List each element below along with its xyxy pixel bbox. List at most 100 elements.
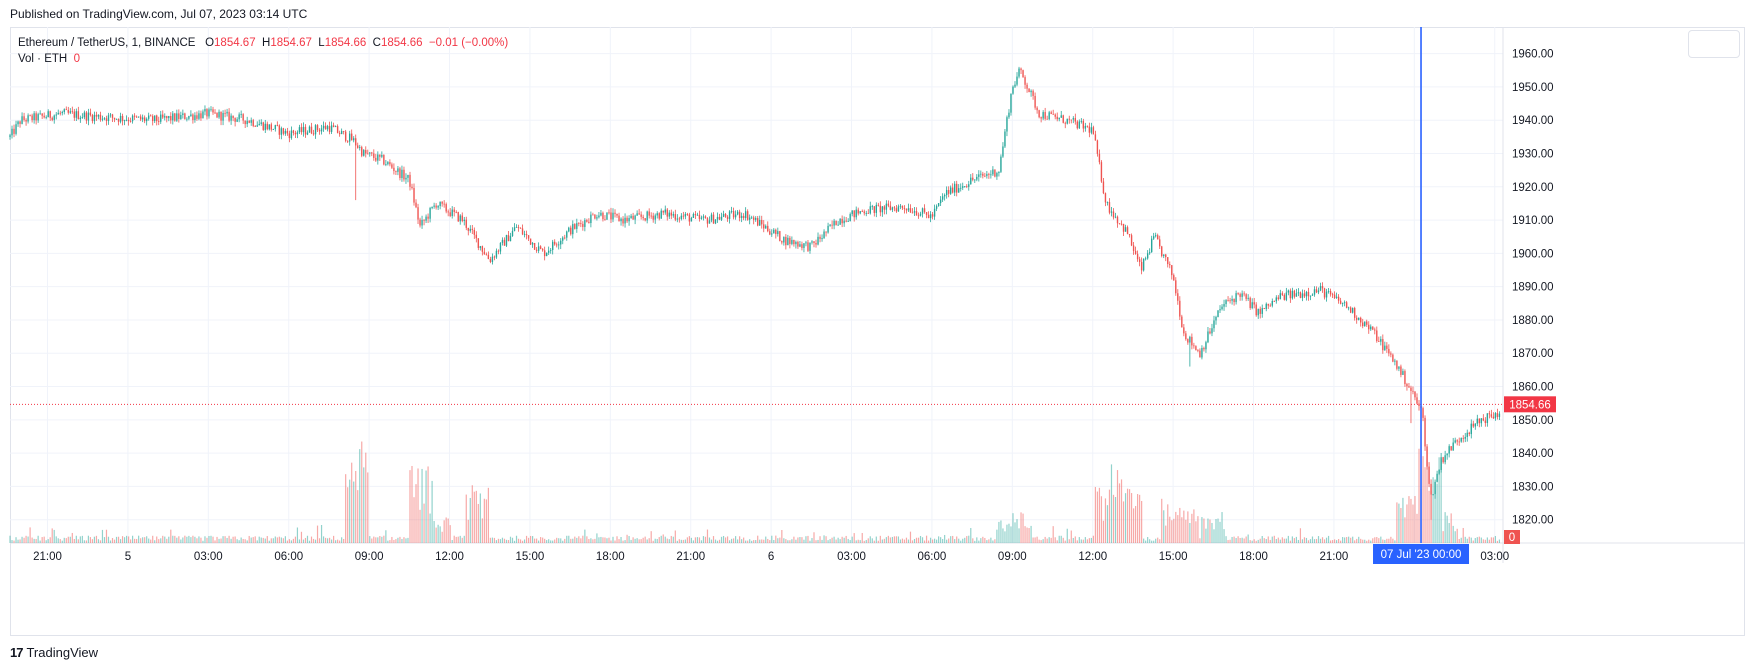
volume-bar [367,472,369,543]
volume-bar [817,539,819,543]
volume-bar [1052,526,1054,543]
candle-body [1323,288,1326,298]
volume-bar [1436,483,1438,543]
volume-bar [383,535,385,543]
candle-body [720,216,723,220]
volume-bar [487,487,489,543]
candle-body [1062,115,1064,123]
volume-bar [39,540,41,543]
chart-frame[interactable] [10,27,1745,636]
candle-body [986,174,988,176]
candle-body [1100,162,1103,182]
legend-volume-label[interactable]: Vol · ETH [18,53,68,65]
volume-bar [433,521,435,543]
volume-bar [1392,538,1394,543]
volume-bar [324,537,327,543]
candle-body [1054,114,1056,117]
volume-bar [881,539,883,543]
candle-body [968,184,970,187]
candle-body [1406,384,1408,387]
candle-body [596,217,598,219]
volume-bar [879,535,881,543]
volume-bar [146,536,148,543]
candle-body [435,205,437,208]
candle-body [795,241,797,245]
candle-body [340,131,343,135]
volume-bar [473,491,475,543]
volume-bar [590,538,592,543]
candle-body [298,127,301,133]
x-tick-label: 21:00 [676,551,705,563]
volume-bar [811,538,813,543]
candle-body [1414,391,1416,398]
volume-bar [958,538,960,543]
candle-body [264,123,266,130]
volume-bar [302,539,305,543]
candle-body [491,256,494,262]
volume-bar [895,536,898,543]
volume-bar [503,538,506,543]
volume-bar [594,538,596,543]
candle-body [1249,297,1251,308]
candle-body [835,220,837,226]
candle-body [367,153,369,155]
candle-body [529,238,532,245]
volume-bar [359,449,361,543]
candle-body [483,251,486,255]
volume-bar [867,538,869,543]
candle-body [282,128,285,134]
volume-bar [29,527,31,543]
candle-body [1020,68,1022,71]
volume-bar [99,540,102,543]
candle-body [377,154,379,161]
candle-body [1126,227,1129,235]
candle-body [1006,117,1008,132]
volume-bar [495,540,498,543]
footer-brand[interactable]: 17 TradingView [10,645,98,660]
candle-body [887,203,890,206]
candle-body [162,114,164,118]
candle-body [445,204,447,212]
candle-body [218,111,220,118]
volume-bar [409,470,411,543]
candle-body [119,115,122,122]
candle-body [716,216,719,220]
volume-bar [1366,540,1368,543]
volume-bar [417,468,419,543]
candle-body [1247,297,1249,299]
volume-bar [773,539,775,543]
candle-body [1374,329,1376,331]
volume-bar [544,538,546,543]
candle-body [276,125,279,126]
candle-body [1032,90,1034,96]
candle-body [1183,327,1185,334]
volume-bar [948,538,950,543]
volume-bar [883,538,885,543]
volume-bar [210,535,212,543]
legend-symbol[interactable]: Ethereum / TetherUS, 1, BINANCE [18,37,196,49]
volume-bar [940,537,942,543]
candle-body [1360,317,1362,323]
volume-bar [266,536,268,543]
volume-bar [921,537,924,543]
volume-bar [606,538,608,543]
candle-body [1303,293,1306,297]
volume-bar [982,536,984,543]
candle-body [266,123,268,130]
volume-bar [944,534,946,543]
candle-body [690,217,693,222]
volume-bar [636,538,638,543]
last-price-badge [1504,396,1556,413]
volume-bar [204,536,206,543]
volume-bar [1352,536,1354,543]
candle-body [652,215,654,220]
candle-body [1347,307,1350,309]
volume-bar [232,536,234,543]
candle-body [533,242,536,250]
volume-bar [208,535,210,543]
chart-corner-button[interactable] [1688,30,1740,58]
volume-bar [37,535,39,543]
candle-body [588,221,590,224]
volume-bar [415,484,417,543]
